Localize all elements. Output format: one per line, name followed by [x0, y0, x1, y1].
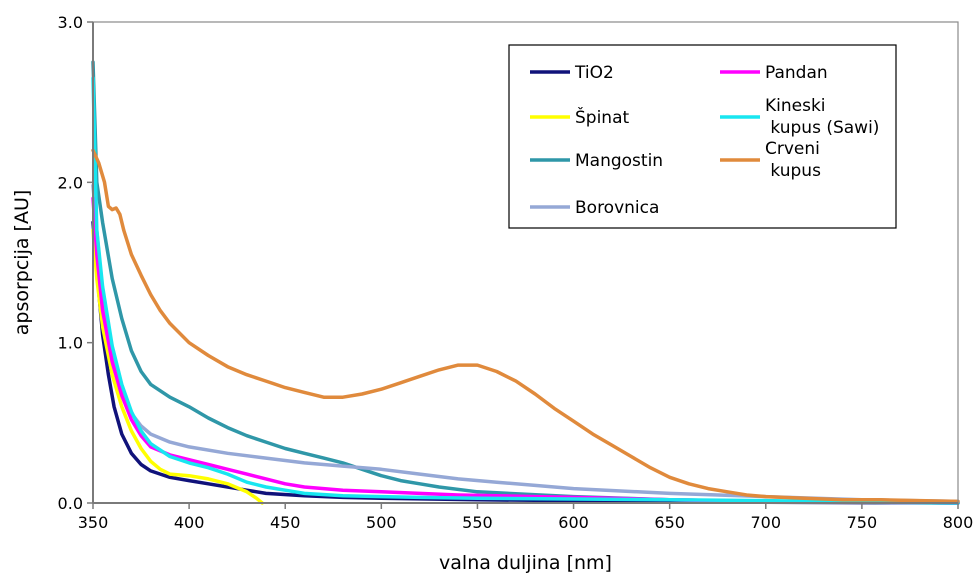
- series-line-6: [91, 148, 960, 504]
- series-line-2: [91, 60, 960, 505]
- plot-area: [91, 60, 960, 505]
- y-tick-label: 0.0: [58, 494, 83, 513]
- x-tick-label: 750: [847, 513, 878, 532]
- y-tick-label: 2.0: [58, 173, 83, 192]
- x-tick-label: 450: [270, 513, 301, 532]
- y-tick-label: 1.0: [58, 334, 83, 353]
- legend-label-3: Borovnica: [575, 198, 659, 218]
- legend-label-2: Mangostin: [575, 151, 663, 171]
- legend-label-5: Kineski kupus (Sawi): [765, 96, 879, 138]
- x-tick-label: 650: [654, 513, 685, 532]
- x-tick-label: 500: [366, 513, 397, 532]
- series-line-5: [91, 76, 960, 505]
- series-line-4: [91, 196, 960, 505]
- legend-box: [508, 44, 897, 229]
- x-axis-title: valna duljina [nm]: [439, 552, 612, 574]
- legend: TiO2 Špinat Mangostin Borovnica Pandan Kinesk…: [508, 44, 897, 229]
- x-tick-label: 700: [751, 513, 782, 532]
- x-tick-label: 550: [462, 513, 493, 532]
- legend-label-6: Crveni kupus: [765, 139, 821, 181]
- axes: 350 400 450 500 550 600 650 700 750 800 0.0 1.0 2.0 3…: [58, 13, 974, 532]
- y-tick-label: 3.0: [58, 13, 83, 32]
- legend-label-1: Špinat: [575, 106, 629, 128]
- x-tick-label: 800: [943, 513, 974, 532]
- x-tick-label: 400: [174, 513, 205, 532]
- legend-label-4: Pandan: [765, 63, 828, 83]
- y-axis-title: apsorpcija [AU]: [11, 190, 33, 336]
- legend-label-0: TiO2: [574, 63, 614, 83]
- series-line-1: [91, 228, 264, 505]
- x-tick-label: 350: [78, 513, 109, 532]
- x-tick-label: 600: [558, 513, 589, 532]
